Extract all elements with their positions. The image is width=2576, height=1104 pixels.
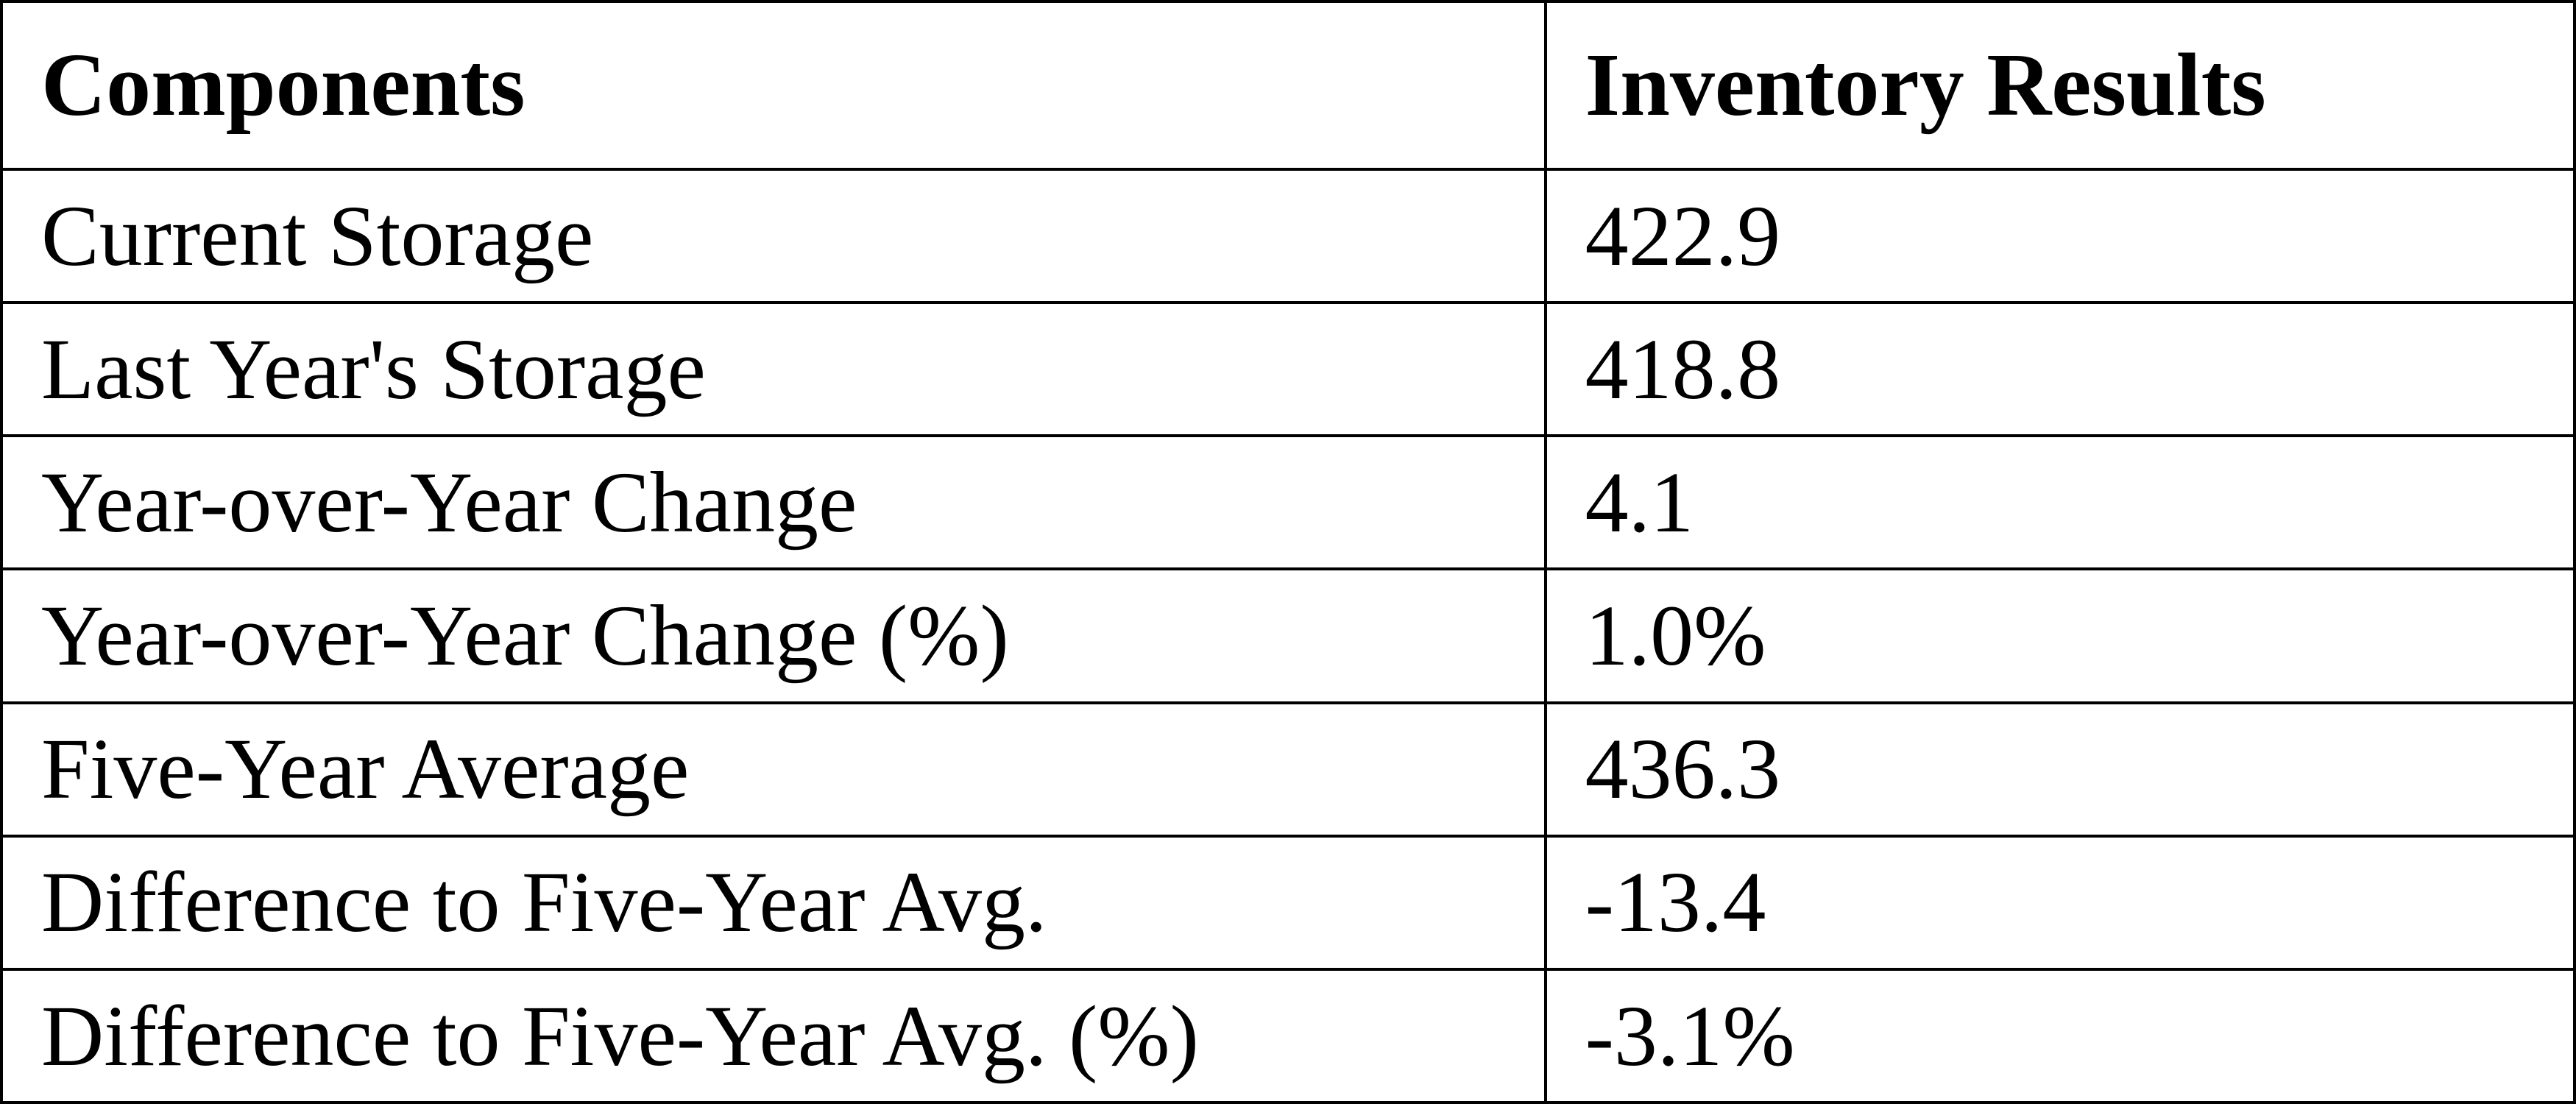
value-cell: 418.8	[1543, 301, 2576, 438]
table-row: Difference to Five-Year Avg. -13.4	[0, 834, 2576, 971]
component-cell: Difference to Five-Year Avg. (%)	[0, 967, 1547, 1104]
header-row: Components Inventory Results	[0, 0, 2576, 171]
component-cell: Last Year's Storage	[0, 301, 1547, 438]
component-cell: Year-over-Year Change	[0, 434, 1547, 571]
component-cell: Current Storage	[0, 167, 1547, 305]
value-cell: -13.4	[1543, 834, 2576, 971]
table-row: Current Storage 422.9	[0, 167, 2576, 305]
component-cell: Five-Year Average	[0, 701, 1547, 838]
component-cell: Year-over-Year Change (%)	[0, 567, 1547, 704]
value-cell: 1.0%	[1543, 567, 2576, 704]
table-row: Year-over-Year Change 4.1	[0, 434, 2576, 571]
header-inventory-results: Inventory Results	[1543, 0, 2576, 171]
table-row: Last Year's Storage 418.8	[0, 301, 2576, 438]
table-row: Year-over-Year Change (%) 1.0%	[0, 567, 2576, 704]
value-cell: -3.1%	[1543, 967, 2576, 1104]
component-cell: Difference to Five-Year Avg.	[0, 834, 1547, 971]
value-cell: 4.1	[1543, 434, 2576, 571]
table-row: Difference to Five-Year Avg. (%) -3.1%	[0, 967, 2576, 1104]
value-cell: 422.9	[1543, 167, 2576, 305]
value-cell: 436.3	[1543, 701, 2576, 838]
header-components: Components	[0, 0, 1547, 171]
table-row: Five-Year Average 436.3	[0, 701, 2576, 838]
